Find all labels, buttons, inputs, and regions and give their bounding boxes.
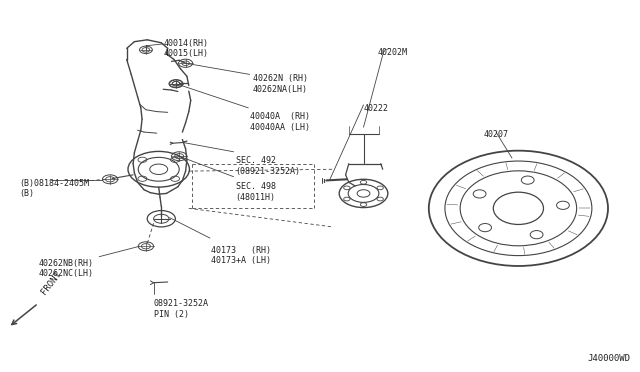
Text: 08921-3252A
PIN (2): 08921-3252A PIN (2)	[154, 299, 209, 319]
Text: 40202M: 40202M	[378, 48, 408, 57]
Text: 40207: 40207	[483, 130, 508, 139]
Text: SEC. 498
(48011H): SEC. 498 (48011H)	[236, 182, 275, 202]
Text: 40173   (RH)
40173+A (LH): 40173 (RH) 40173+A (LH)	[211, 246, 271, 265]
Text: SEC. 492
(08921-3252A): SEC. 492 (08921-3252A)	[236, 156, 301, 176]
Text: 40014(RH)
40015(LH): 40014(RH) 40015(LH)	[163, 39, 208, 58]
Text: J40000WD: J40000WD	[588, 354, 630, 363]
Text: 40262N (RH)
40262NA(LH): 40262N (RH) 40262NA(LH)	[253, 74, 308, 94]
Text: 40040A  (RH)
40040AA (LH): 40040A (RH) 40040AA (LH)	[250, 112, 310, 132]
Text: 40262NB(RH)
40262NC(LH): 40262NB(RH) 40262NC(LH)	[38, 259, 93, 278]
Text: FRONT: FRONT	[40, 269, 63, 296]
Text: 40222: 40222	[364, 104, 388, 113]
Text: (B)08184-2405M
(B): (B)08184-2405M (B)	[19, 179, 89, 198]
